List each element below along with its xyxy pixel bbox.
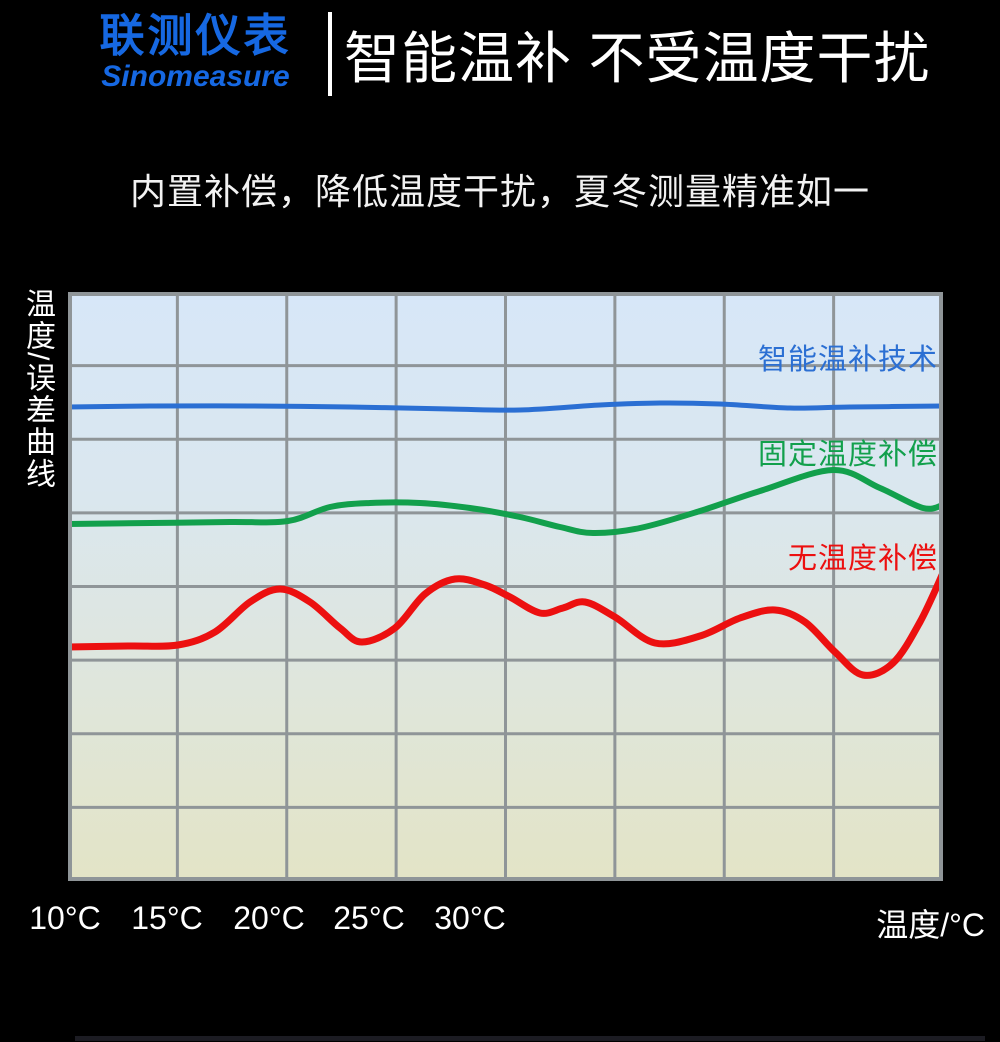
y-axis-label: 温度/误差曲线 — [21, 288, 54, 491]
page-title: 智能温补 不受温度干扰 — [344, 27, 931, 90]
brand-logo-english: Sinomeasure — [101, 60, 290, 93]
brand-logo: 联测仪表 Sinomeasure — [83, 12, 308, 93]
x-axis-unit-label: 温度/°C — [876, 907, 985, 943]
plot-area: 智能温补技术 固定温度补偿 无温度补偿 — [68, 292, 943, 881]
series-label-no-compensation: 无温度补偿 — [787, 543, 938, 575]
x-tick-20c: 20°C — [233, 900, 305, 936]
x-tick-10c: 10°C — [29, 900, 101, 936]
x-axis: 10°C 15°C 20°C 25°C 30°C 温度/°C — [0, 900, 1000, 943]
series-label-smart-compensation: 智能温补技术 — [757, 344, 938, 376]
x-tick-15c: 15°C — [131, 900, 203, 936]
x-tick-25c: 25°C — [333, 900, 405, 936]
series-label-fixed-compensation: 固定温度补偿 — [757, 439, 938, 471]
header-divider — [328, 12, 332, 96]
footer-bar — [75, 1036, 985, 1041]
chart-canvas — [68, 292, 943, 881]
brand-logo-chinese: 联测仪表 — [99, 10, 292, 61]
subtitle: 内置补偿，降低温度干扰，夏冬测量精准如一 — [129, 171, 870, 212]
x-tick-30c: 30°C — [434, 900, 506, 936]
